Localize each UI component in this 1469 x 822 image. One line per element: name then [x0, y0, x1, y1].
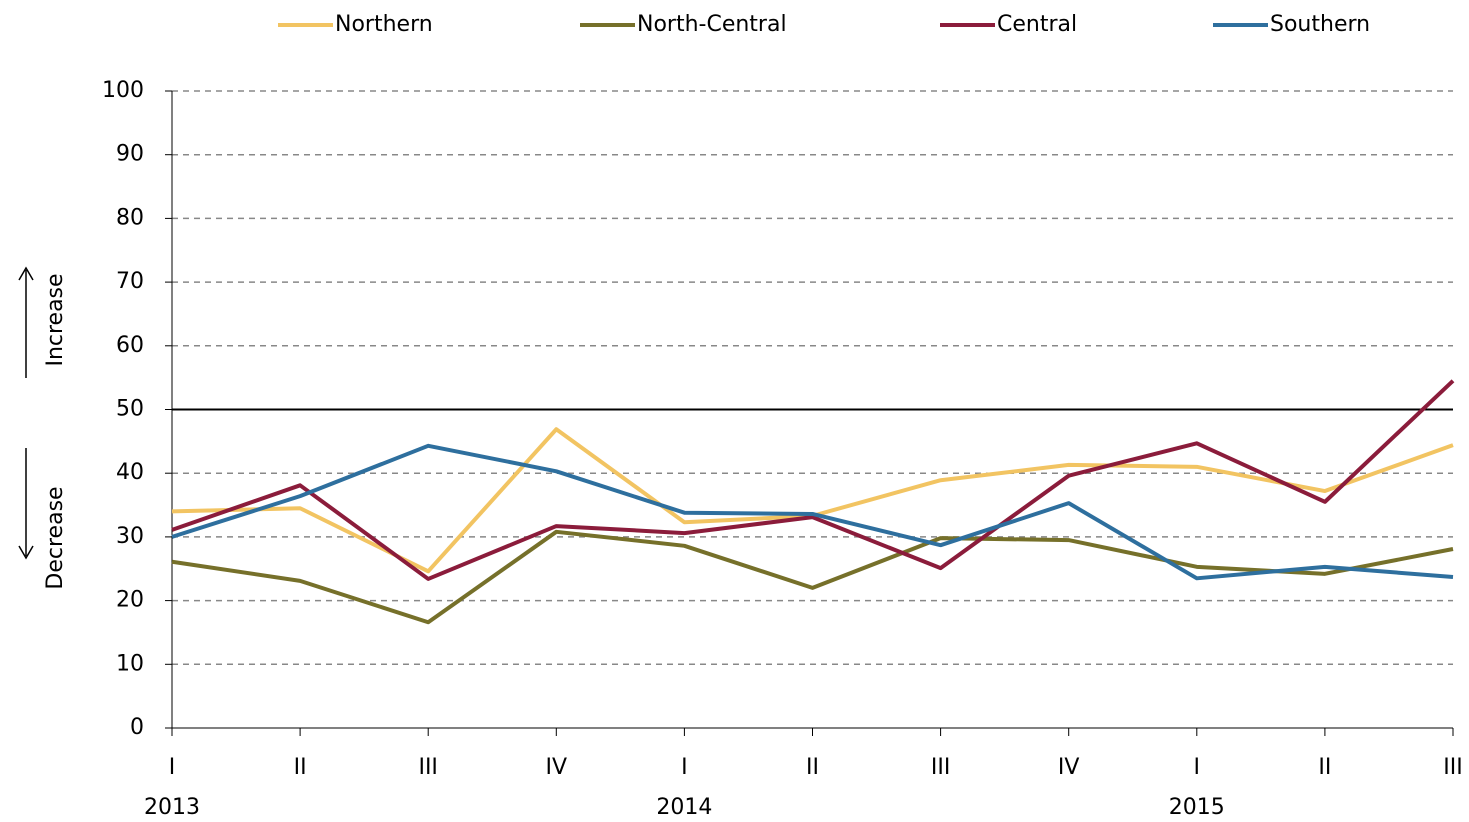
arrow-head [18, 266, 34, 281]
arrow-head [18, 545, 34, 560]
y-tick-label: 50 [116, 397, 144, 422]
y-tick-label: 10 [116, 651, 144, 676]
series-line [171, 427, 1454, 574]
legend-label: Northern [335, 12, 433, 37]
y-tick-label: 70 [116, 269, 144, 294]
legend-label: North-Central [637, 12, 787, 37]
y-tick-label: 0 [130, 715, 144, 740]
x-tick-label: III [418, 755, 437, 780]
y-label-down: Decrease [43, 486, 68, 589]
series-line [171, 443, 1454, 581]
x-tick-label: I [1194, 755, 1201, 780]
series-line [171, 529, 1454, 625]
x-tick-label: I [169, 755, 176, 780]
y-tick-label: 80 [116, 205, 144, 230]
x-group-label: 2014 [656, 795, 712, 820]
x-tick-label: II [1318, 755, 1331, 780]
y-label-up: Increase [43, 273, 68, 366]
x-tick-label: II [806, 755, 819, 780]
y-annotation: Increase Decrease [18, 266, 68, 590]
x-tick-label: IV [1058, 755, 1080, 780]
y-tick-label: 40 [116, 460, 144, 485]
x-tick-label: II [294, 755, 307, 780]
legend-label: Southern [1270, 12, 1370, 37]
y-tick-label: 20 [116, 588, 144, 613]
legend-label: Central [997, 12, 1077, 37]
x-tick-label: III [1443, 755, 1462, 780]
y-tick-label: 90 [116, 142, 144, 167]
y-tick-label: 30 [116, 524, 144, 549]
x-group-label: 2015 [1169, 795, 1225, 820]
y-tick-label: 100 [102, 78, 144, 103]
x-tick-label: IV [546, 755, 568, 780]
x-tick-label: III [931, 755, 950, 780]
series-line [171, 379, 1455, 581]
y-tick-label: 60 [116, 333, 144, 358]
x-group-label: 2013 [144, 795, 200, 820]
x-tick-label: I [681, 755, 688, 780]
